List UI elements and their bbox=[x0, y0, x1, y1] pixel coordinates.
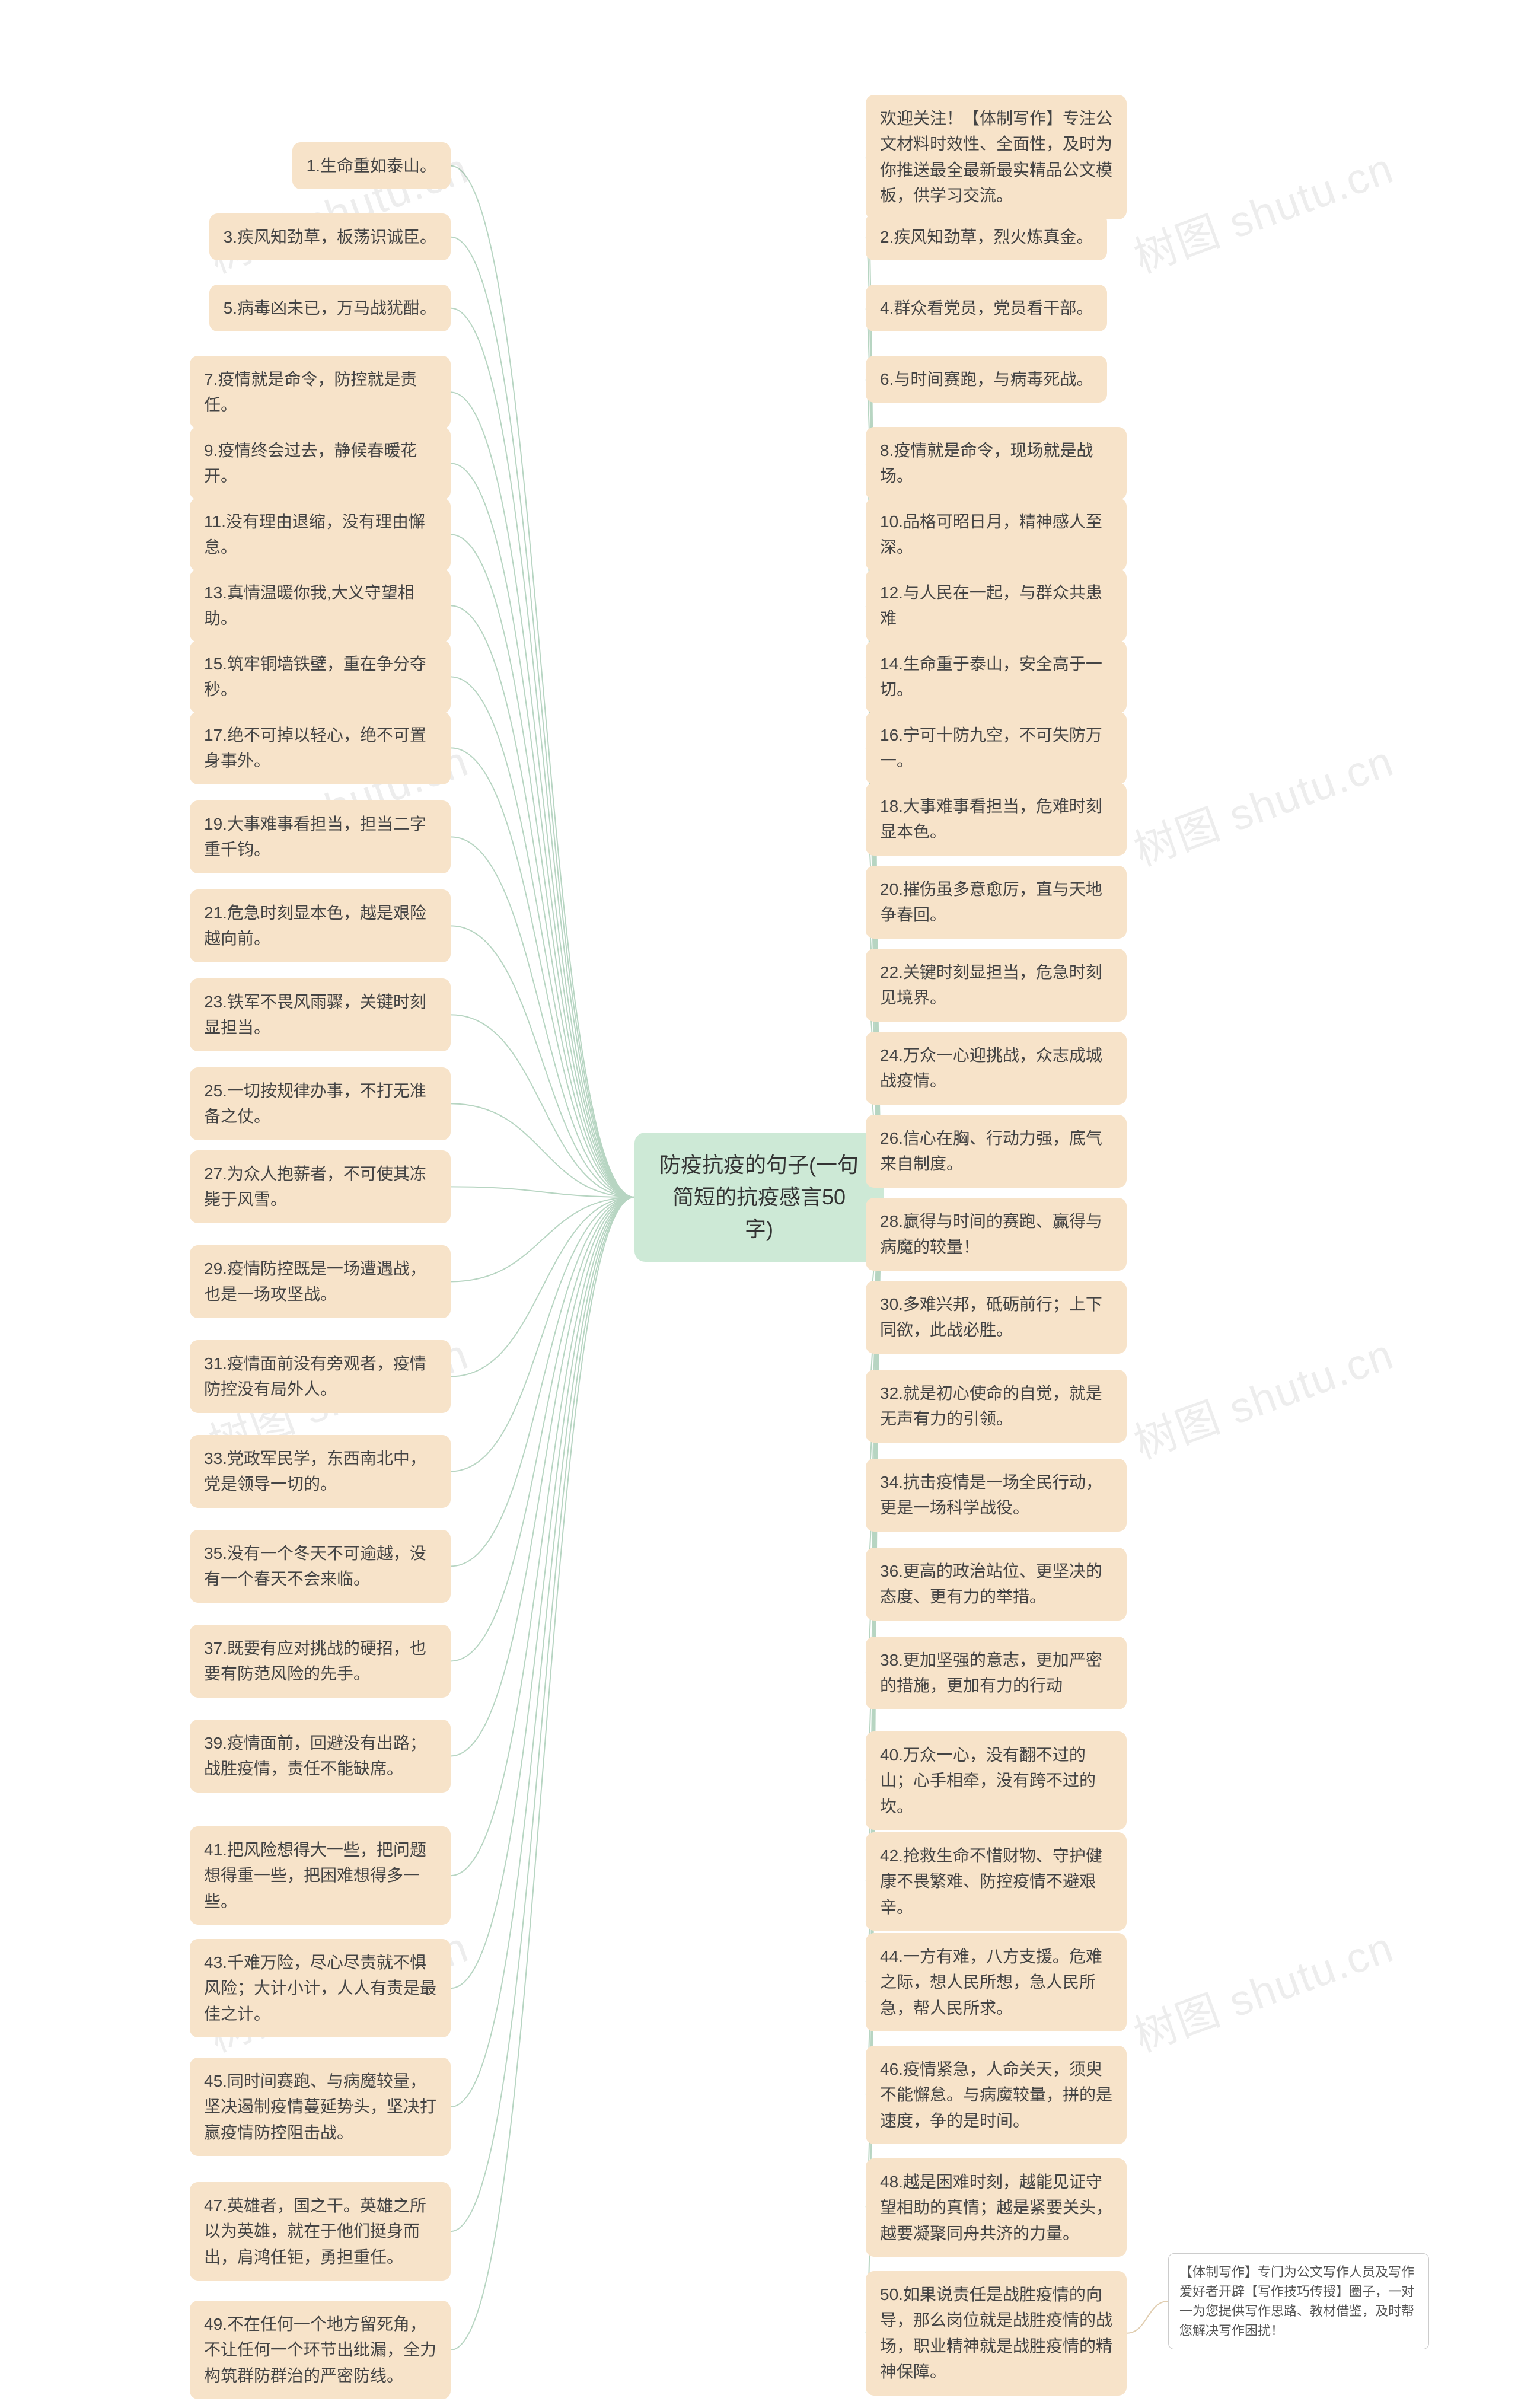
right-node: 12.与人民在一起，与群众共患难 bbox=[866, 569, 1127, 642]
left-node: 13.真情温暖你我,大义守望相助。 bbox=[190, 569, 451, 642]
mindmap-canvas: 防疫抗疫的句子(一句简短的抗疫感言50字) 树图 shutu.cn 树图 shut… bbox=[0, 0, 1518, 2408]
right-node: 24.万众一心迎挑战，众志成城战疫情。 bbox=[866, 1032, 1127, 1105]
left-node: 9.疫情终会过去，静候春暖花开。 bbox=[190, 427, 451, 500]
left-node: 43.千难万险，尽心尽责就不惧风险；大计小计，人人有责是最佳之计。 bbox=[190, 1939, 451, 2037]
left-node: 29.疫情防控既是一场遭遇战，也是一场攻坚战。 bbox=[190, 1245, 451, 1318]
left-node: 1.生命重如泰山。 bbox=[292, 142, 451, 189]
left-node: 33.党政军民学，东西南北中，党是领导一切的。 bbox=[190, 1435, 451, 1508]
right-node: 42.抢救生命不惜财物、守护健康不畏繁难、防控疫情不避艰辛。 bbox=[866, 1832, 1127, 1931]
right-node: 10.品格可昭日月，精神感人至深。 bbox=[866, 498, 1127, 571]
right-node: 2.疾风知劲草，烈火炼真金。 bbox=[866, 213, 1107, 260]
right-node: 48.越是困难时刻，越能见证守望相助的真情；越是紧要关头，越要凝聚同舟共济的力量… bbox=[866, 2158, 1127, 2257]
center-topic: 防疫抗疫的句子(一句简短的抗疫感言50字) bbox=[634, 1133, 884, 1262]
left-node: 27.为众人抱薪者，不可使其冻毙于风雪。 bbox=[190, 1150, 451, 1223]
right-node: 36.更高的政治站位、更坚决的态度、更有力的举措。 bbox=[866, 1548, 1127, 1621]
right-node: 44.一方有难，八方支援。危难之际，想人民所想，急人民所急，帮人民所求。 bbox=[866, 1933, 1127, 2031]
left-node: 45.同时间赛跑、与病魔较量，坚决遏制疫情蔓延势头，坚决打赢疫情防控阻击战。 bbox=[190, 2058, 451, 2156]
right-node: 28.赢得与时间的赛跑、赢得与病魔的较量！ bbox=[866, 1198, 1127, 1271]
right-node: 20.摧伤虽多意愈厉，直与天地争春回。 bbox=[866, 866, 1127, 939]
left-node: 23.铁军不畏风雨骤，关键时刻显担当。 bbox=[190, 978, 451, 1051]
left-node: 19.大事难事看担当，担当二字重千钧。 bbox=[190, 800, 451, 873]
watermark: 树图 shutu.cn bbox=[1124, 1319, 1401, 1471]
watermark: 树图 shutu.cn bbox=[1124, 1912, 1401, 2063]
right-node: 18.大事难事看担当，危难时刻显本色。 bbox=[866, 783, 1127, 856]
right-node: 22.关键时刻显担当，危急时刻见境界。 bbox=[866, 949, 1127, 1022]
right-node: 50.如果说责任是战胜疫情的向导，那么岗位就是战胜疫情的战场，职业精神就是战胜疫… bbox=[866, 2271, 1127, 2396]
left-node: 31.疫情面前没有旁观者，疫情防控没有局外人。 bbox=[190, 1340, 451, 1413]
left-node: 25.一切按规律办事，不打无准备之仗。 bbox=[190, 1067, 451, 1140]
left-node: 49.不在任何一个地方留死角，不让任何一个环节出纰漏，全力构筑群防群治的严密防线… bbox=[190, 2301, 451, 2399]
left-node: 11.没有理由退缩，没有理由懈怠。 bbox=[190, 498, 451, 571]
left-node: 3.疾风知劲草，板荡识诚臣。 bbox=[209, 213, 451, 260]
right-node: 14.生命重于泰山，安全高于一切。 bbox=[866, 640, 1127, 713]
right-node: 8.疫情就是命令，现场就是战场。 bbox=[866, 427, 1127, 500]
left-node: 35.没有一个冬天不可逾越，没有一个春天不会来临。 bbox=[190, 1530, 451, 1603]
left-node: 5.病毒凶未已，万马战犹酣。 bbox=[209, 285, 451, 331]
watermark: 树图 shutu.cn bbox=[1124, 133, 1401, 285]
right-node: 26.信心在胸、行动力强，底气来自制度。 bbox=[866, 1115, 1127, 1188]
left-node: 21.危急时刻显本色，越是艰险越向前。 bbox=[190, 889, 451, 962]
sub-leaf-note: 【体制写作】专门为公文写作人员及写作爱好者开辟【写作技巧传授】圈子，一对一为您提… bbox=[1168, 2253, 1429, 2349]
left-node: 17.绝不可掉以轻心，绝不可置身事外。 bbox=[190, 712, 451, 784]
right-node: 16.宁可十防九空，不可失防万一。 bbox=[866, 712, 1127, 784]
left-node: 37.既要有应对挑战的硬招，也要有防范风险的先手。 bbox=[190, 1625, 451, 1698]
left-node: 41.把风险想得大一些，把问题想得重一些，把困难想得多一些。 bbox=[190, 1826, 451, 1925]
right-node: 32.就是初心使命的自觉，就是无声有力的引领。 bbox=[866, 1370, 1127, 1443]
right-node: 40.万众一心，没有翻不过的山；心手相牵，没有跨不过的坎。 bbox=[866, 1731, 1127, 1830]
right-node: 30.多难兴邦，砥砺前行；上下同欲，此战必胜。 bbox=[866, 1281, 1127, 1354]
right-node: 46.疫情紧急，人命关天，须臾不能懈怠。与病魔较量，拼的是速度，争的是时间。 bbox=[866, 2046, 1127, 2144]
right-node: 38.更加坚强的意志，更加严密的措施，更加有力的行动 bbox=[866, 1637, 1127, 1709]
right-node: 6.与时间赛跑，与病毒死战。 bbox=[866, 356, 1107, 403]
left-node: 15.筑牢铜墙铁壁，重在争分夺秒。 bbox=[190, 640, 451, 713]
left-node: 39.疫情面前，回避没有出路；战胜疫情，责任不能缺席。 bbox=[190, 1720, 451, 1793]
left-node: 47.英雄者，国之干。英雄之所以为英雄，就在于他们挺身而出，肩鸿任钜，勇担重任。 bbox=[190, 2182, 451, 2281]
left-node: 7.疫情就是命令，防控就是责任。 bbox=[190, 356, 451, 429]
watermark: 树图 shutu.cn bbox=[1124, 726, 1401, 878]
right-node: 34.抗击疫情是一场全民行动，更是一场科学战役。 bbox=[866, 1459, 1127, 1532]
right-node: 欢迎关注！【体制写作】专注公文材料时效性、全面性，及时为你推送最全最新最实精品公… bbox=[866, 95, 1127, 219]
right-node: 4.群众看党员，党员看干部。 bbox=[866, 285, 1107, 331]
